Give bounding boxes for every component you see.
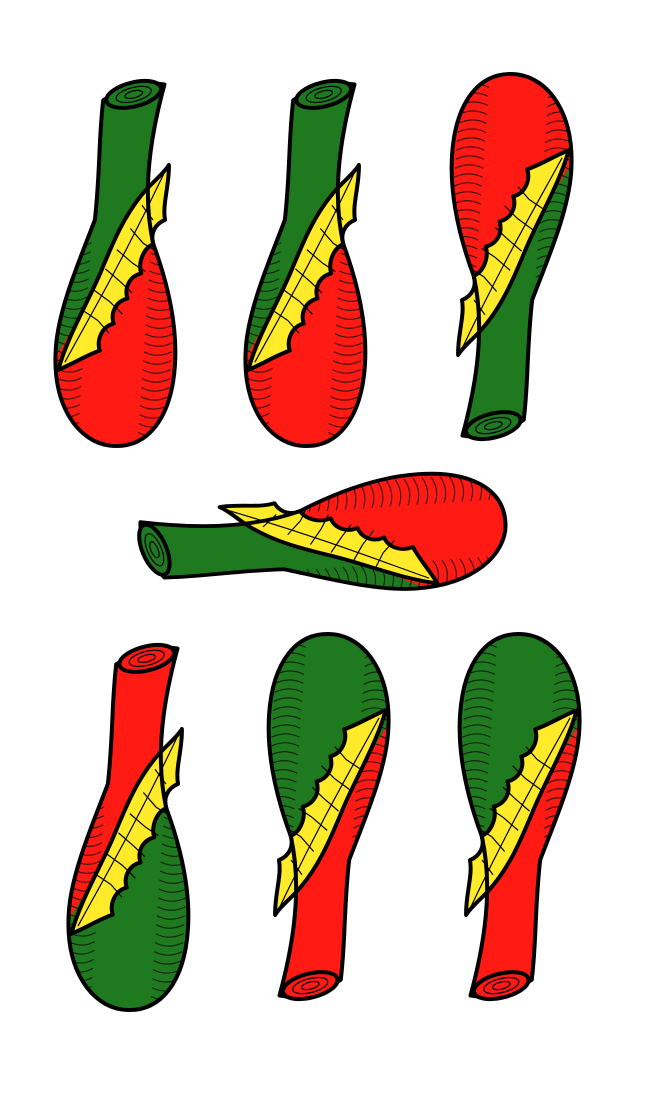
club-center (137, 468, 510, 608)
club-top-left (49, 77, 195, 450)
club-bottom-middle (249, 630, 395, 1003)
club-top-middle (239, 77, 385, 450)
club-top-right (432, 70, 578, 443)
club-bottom-right (440, 630, 586, 1003)
club-bottom-left (62, 641, 208, 1014)
